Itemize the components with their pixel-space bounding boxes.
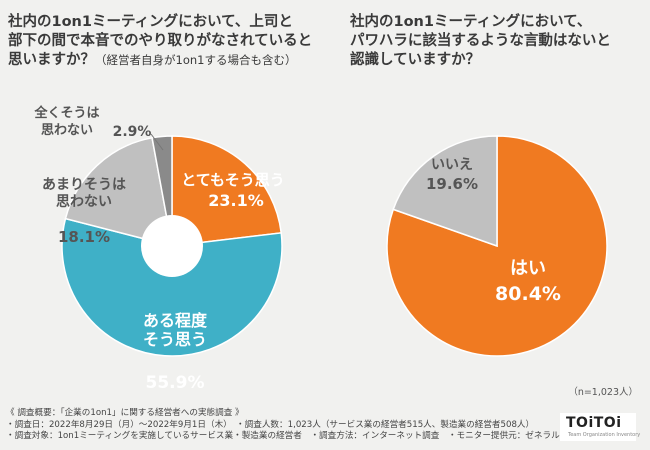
pie1-slice-4-label-line1: 全くそうは — [33, 105, 99, 121]
pie1-slice-1 — [171, 135, 283, 247]
pie2-slice-1-value: 80.4% — [495, 283, 561, 305]
question-1-title: 社内の1on1ミーティングにおいて、上司と 部下の間で本音でのやり取りがなされて… — [8, 13, 338, 70]
pie1-slice-3-label-line2: 思わない — [56, 194, 112, 210]
question-1-line2: 部下の間で本音でのやり取りがなされていると — [8, 33, 313, 49]
pie1-slice-2-label-line2: そう思う — [143, 330, 207, 349]
survey-footer: 《 調査概要：「企業の1on1」に関する経営者への実態調査 》 ・調査日：202… — [6, 408, 594, 443]
pie1-slice-2-value: 55.9% — [146, 373, 205, 393]
pie2-slice-2-value: 19.6% — [426, 175, 478, 193]
question-2-line3: 認識していますか？ — [350, 52, 481, 68]
pie1-slice-4-label-line2: 思わない — [41, 123, 93, 138]
question-1-note: （経営者自身が1on1する場合も含む） — [95, 53, 297, 67]
question-1-line1: 社内の1on1ミーティングにおいて、上司と — [8, 14, 293, 30]
pie1-slice-1-label-line1: とてもそう思う — [181, 171, 285, 189]
logo-name: TOiTOi — [566, 415, 622, 431]
footer-line3: ・調査対象：1on1ミーティングを実施しているサービス業・製造業の経営者 ・調査… — [6, 431, 595, 441]
pie2-slice-1-label-line1: はい — [510, 258, 546, 279]
pie1-slice-3 — [64, 136, 173, 248]
pie1-center-hole — [141, 215, 203, 277]
pie2-slice-2 — [392, 135, 498, 248]
pie1-slice-4-leader — [150, 133, 164, 151]
footer-line2: ・調査日：2022年8月29日（月）～2022年9月1日（木） ・調査人数：1,… — [6, 419, 535, 430]
question-2-title: 社内の1on1ミーティングにおいて、 パワハラに該当するような言動はないと 認識… — [350, 13, 640, 70]
pie1-slice-1-value: 23.1% — [208, 191, 264, 210]
pie1-slice-3-label-line1: あまりそうは — [42, 177, 126, 193]
question-2-line2: パワハラに該当するような言動はないと — [350, 33, 611, 49]
pie1-slice-2-label-line1: ある程度 — [143, 311, 208, 330]
sample-size: （n=1,023人） — [568, 387, 638, 398]
pie2-slice-2-label-line1: いいえ — [431, 157, 473, 173]
footer-line1: 《 調査概要：「企業の1on1」に関する経営者への実態調査 》 — [6, 408, 244, 418]
pie1-slice-2 — [61, 217, 283, 357]
pie1-slice-3-value: 18.1% — [58, 228, 110, 246]
question-1-line3: 思いますか？ — [8, 52, 95, 68]
question-2-line1: 社内の1on1ミーティングにおいて、 — [350, 14, 592, 30]
toitoi-logo: TOiTOi Team Organization Inventory — [560, 413, 640, 441]
pie1-slice-4-value: 2.9% — [113, 124, 152, 140]
logo-tagline: Team Organization Inventory — [568, 432, 641, 438]
